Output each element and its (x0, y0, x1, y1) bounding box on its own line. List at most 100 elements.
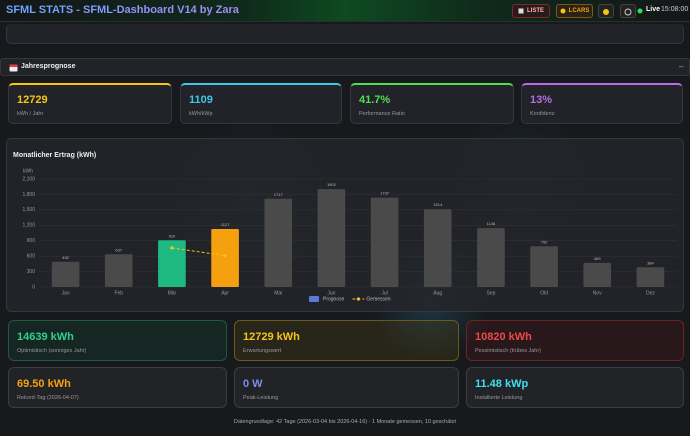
bar (317, 189, 346, 287)
value-label: 1902 (327, 182, 337, 187)
kpi-card: 13% Konfidenz (521, 83, 683, 124)
kpi-card: 41.7% Performance Ratio (350, 83, 514, 124)
bar (370, 197, 399, 287)
stat-card: 11.48 kWp Installierte Leistung (466, 367, 684, 408)
app-title: SFML STATS - SFML-Dashboard V14 by Zara (6, 4, 239, 16)
icon (603, 9, 609, 15)
stat-value: 0 W (243, 378, 263, 390)
stat-card: 69.50 kWh Rekord-Tag (2026-04-07) (8, 367, 227, 408)
button-label: LCARS (568, 8, 590, 14)
stat-label: Rekord-Tag (2026-04-07) (17, 395, 79, 401)
stat-label: Optimistisch (sonniges Jahr) (17, 348, 87, 354)
kpi-label: Performance Ratio (359, 111, 405, 117)
value-label: 1514 (433, 202, 443, 207)
stat-value: 12729 kWh (243, 331, 300, 343)
kpi-value: 41.7% (359, 94, 391, 106)
value-label: 910 (169, 233, 176, 238)
legend-swatch (356, 297, 361, 301)
liste-button[interactable]: LISTE (512, 4, 550, 18)
chart: Monatlicher Ertrag (kWh) kWh 0 300 600 900 1… (13, 152, 677, 302)
stat-label: Erwartungswert (243, 348, 282, 354)
x-tick-label: Jan (62, 290, 70, 296)
icon (624, 8, 632, 16)
x-tick-label: Jul (381, 290, 387, 296)
bar (158, 240, 186, 287)
clock: 15:08:00 (661, 6, 689, 13)
theme-button[interactable] (598, 4, 614, 18)
value-label: 792 (541, 239, 548, 244)
kpi-label: kWh/kWp (189, 111, 213, 117)
value-label: 492 (62, 255, 69, 260)
y-axis-label: kWh (23, 168, 33, 174)
collapsed-panel (6, 24, 684, 44)
header: SFML STATS - SFML-Dashboard V14 by Zara … (0, 0, 690, 22)
lcars-button[interactable]: LCARS (556, 4, 593, 18)
live-dot (637, 8, 643, 14)
stat-value: 69.50 kWh (17, 378, 71, 390)
x-tick-label: Mär (168, 290, 177, 296)
calendar-icon (9, 64, 18, 72)
line-point (170, 246, 174, 250)
y-tick-label: 600 (27, 253, 36, 259)
value-label: 469 (594, 256, 601, 261)
kpi-card: 1109 kWh/kWp (180, 83, 342, 124)
x-tick-label: Jun (327, 290, 335, 296)
y-tick-label: 1,500 (22, 207, 35, 213)
y-tick-label: 300 (27, 269, 36, 275)
stat-label: Pessimistisch (trübes Jahr) (475, 348, 542, 354)
bar (583, 262, 612, 287)
x-tick-label: Feb (114, 290, 123, 296)
stat-card: 10820 kWh Pessimistisch (trübes Jahr) (466, 320, 684, 361)
kpi-label: Konfidenz (530, 111, 555, 117)
line (171, 247, 226, 257)
y-tick-label: 2,100 (22, 176, 35, 182)
stat-card: 12729 kWh Erwartungswert (234, 320, 459, 361)
stat-card: 0 W Peak-Leistung (234, 367, 459, 408)
section-bar[interactable]: Jahresprognose – (0, 58, 690, 76)
x-tick-label: Mai (274, 290, 282, 296)
x-tick-label: Nov (593, 290, 602, 296)
kpi-value: 1109 (189, 94, 213, 106)
chart-card: Monatlicher Ertrag (kWh) kWh 0 300 600 900 1… (6, 138, 684, 312)
x-tick-label: Aug (433, 290, 442, 296)
x-tick-label: Apr (221, 290, 229, 296)
y-tick-label: 900 (27, 238, 36, 244)
bar (477, 228, 505, 287)
section-title: Jahresprognose (21, 63, 76, 70)
legend-swatch (309, 296, 319, 302)
legend-label: Gemessen (366, 296, 390, 302)
stat-value: 14639 kWh (17, 331, 74, 343)
bar (423, 209, 452, 287)
kpi-card: 12729 kWh / Jahr (8, 83, 172, 124)
collapse-toggle[interactable]: – (679, 62, 684, 71)
button-label: LISTE (526, 8, 544, 14)
y-tick-label: 0 (32, 284, 35, 290)
bar (636, 267, 665, 287)
bar (211, 229, 239, 287)
icon (560, 8, 566, 14)
value-label: 637 (115, 247, 122, 252)
x-tick-label: Dez (646, 290, 655, 296)
y-tick-label: 1,200 (22, 223, 35, 229)
refresh-button[interactable] (620, 4, 636, 18)
line-point (223, 254, 227, 258)
bar (264, 198, 293, 287)
value-label: 1717 (274, 192, 284, 197)
value-label: 1146 (487, 221, 496, 226)
value-label: 1127 (221, 222, 230, 227)
stat-card: 14639 kWh Optimistisch (sonniges Jahr) (8, 320, 227, 361)
kpi-value: 12729 (17, 94, 48, 106)
x-tick-label: Okt (540, 290, 548, 296)
kpi-label: kWh / Jahr (17, 111, 44, 117)
chart-title: Monatlicher Ertrag (kWh) (13, 152, 96, 159)
bar (104, 254, 133, 287)
legend-label: Prognose (323, 296, 345, 302)
stat-label: Installierte Leistung (475, 395, 523, 401)
y-tick-label: 1,800 (22, 192, 35, 198)
icon (518, 8, 524, 14)
bar (51, 261, 80, 287)
kpi-value: 13% (530, 94, 553, 106)
live-status: Live (646, 6, 661, 13)
